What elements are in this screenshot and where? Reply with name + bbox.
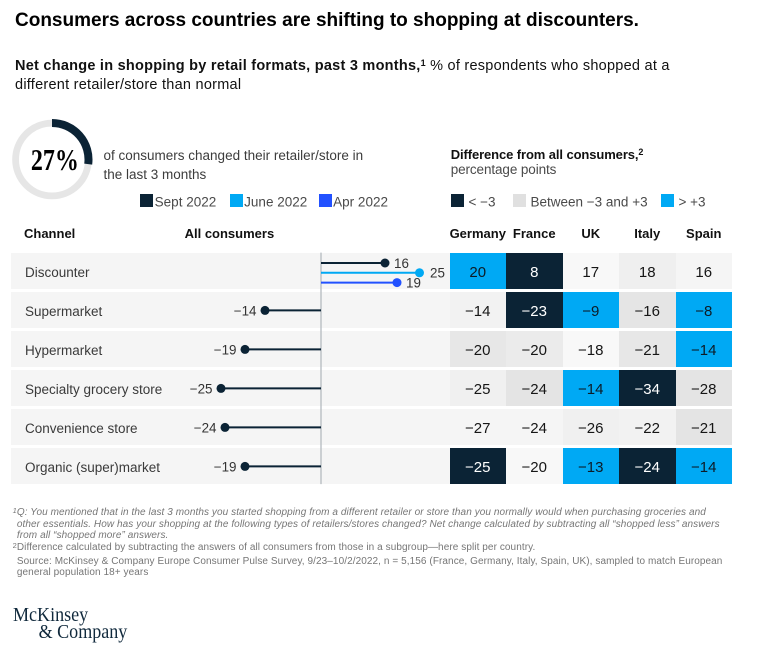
svg-text:27%: 27% — [31, 143, 79, 177]
svg-text:−19: −19 — [214, 342, 237, 357]
svg-text:16: 16 — [394, 256, 409, 271]
svg-text:19: 19 — [406, 276, 421, 291]
svg-text:−14: −14 — [234, 303, 257, 318]
svg-text:−19: −19 — [214, 459, 237, 474]
svg-text:−25: −25 — [190, 381, 213, 396]
svg-text:25: 25 — [430, 266, 445, 281]
svg-text:−24: −24 — [194, 420, 217, 435]
